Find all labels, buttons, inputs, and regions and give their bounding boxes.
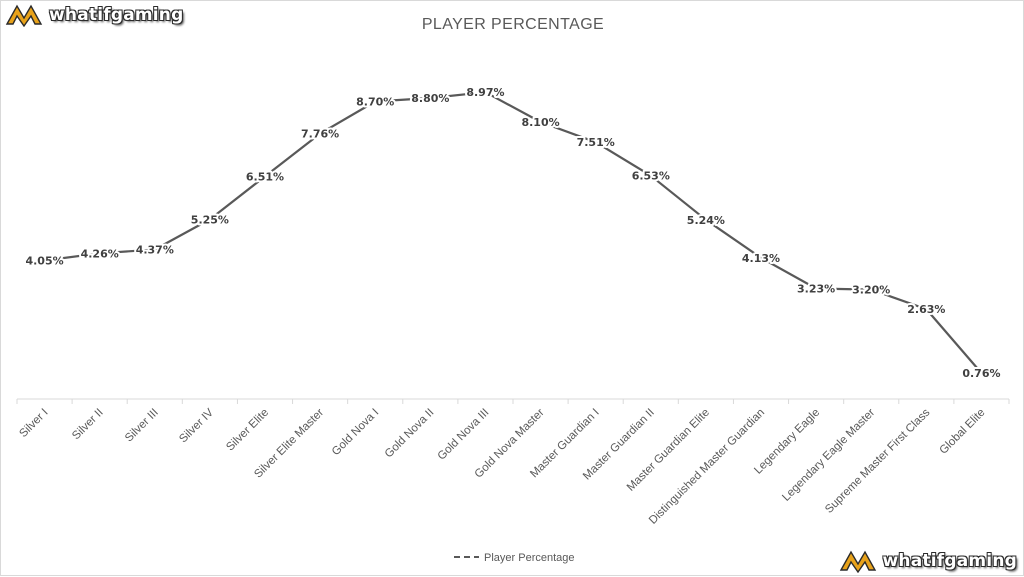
- data-label-halo: 5.25%: [191, 213, 229, 226]
- brand-logo-text: whatifgaming: [49, 5, 184, 25]
- data-label-halo: 8.10%: [521, 116, 559, 129]
- x-tick-label: Distinguished Master Guardian: [647, 407, 767, 527]
- x-tick-label: Global Elite: [937, 407, 987, 457]
- data-label: 4.05%: [25, 254, 63, 267]
- data-point: [98, 252, 101, 255]
- data-label-halo: 8.70%: [356, 95, 394, 108]
- data-label-halo: 6.51%: [246, 170, 284, 183]
- data-label-halo: 3.20%: [852, 284, 890, 297]
- x-tick-label: Supreme Master First Class: [823, 406, 932, 515]
- data-label: 2.63%: [907, 303, 945, 316]
- tick-label-layer: Silver I Silver II Silver III Silver IV Silv…: [17, 406, 987, 526]
- data-point: [814, 287, 818, 290]
- chart-title: PLAYER PERCENTAGE: [422, 16, 604, 33]
- data-label: 3.20%: [852, 284, 890, 297]
- data-point: [484, 91, 487, 94]
- x-tick-label: Gold Nova I: [330, 407, 381, 458]
- data-label-halo: 5.24%: [687, 214, 725, 227]
- data-label-halo: 4.05%: [25, 254, 63, 267]
- data-point: [980, 371, 983, 375]
- data-label: 6.53%: [632, 170, 670, 183]
- data-point: [704, 218, 708, 221]
- data-label: 8.10%: [521, 116, 559, 129]
- data-label: 0.76%: [962, 367, 1000, 380]
- brand-logo-text: whatifgaming: [882, 551, 1017, 571]
- data-point: [429, 96, 432, 100]
- x-axis: [16, 398, 1010, 404]
- data-label: 4.37%: [136, 244, 174, 257]
- data-point: [153, 248, 156, 251]
- x-tick-label: Silver I: [17, 407, 50, 440]
- data-label: 8.70%: [356, 95, 394, 108]
- series-line-player-percentage: [44, 91, 983, 374]
- data-point: [649, 174, 652, 177]
- brand-mark-icon: [5, 4, 43, 27]
- data-label: 4.26%: [81, 247, 119, 260]
- data-label: 5.25%: [191, 213, 229, 226]
- x-tick-label: Silver III: [123, 407, 161, 445]
- data-label: 3.23%: [797, 283, 835, 296]
- series-line-layer: [44, 91, 983, 374]
- data-point: [263, 175, 267, 178]
- data-point: [870, 288, 873, 291]
- x-tick-label: Legendary Eagle Master: [780, 407, 877, 504]
- data-label-halo: 7.51%: [577, 136, 615, 149]
- data-label-halo: 0.76%: [962, 367, 1000, 380]
- data-point: [374, 100, 377, 103]
- x-tick-label: Silver II: [70, 407, 106, 443]
- data-label-layer: 4.05%4.05%4.26%4.26% 4.37%4.37%5.25%5.25%…: [23, 84, 1002, 382]
- data-label: 6.51%: [246, 170, 284, 183]
- data-label-halo: 8.97%: [466, 86, 504, 99]
- data-label-halo: 4.26%: [81, 247, 119, 260]
- data-point: [43, 259, 46, 262]
- data-label: 4.13%: [742, 252, 780, 265]
- data-label: 7.76%: [301, 128, 339, 141]
- data-label: 7.51%: [577, 136, 615, 149]
- point-layer: [43, 91, 983, 375]
- legend-entry-player-percentage: Player Percentage: [484, 552, 575, 564]
- data-point: [318, 132, 322, 135]
- data-label-halo: 7.76%: [301, 128, 339, 141]
- data-point: [759, 256, 763, 259]
- data-point: [594, 140, 597, 144]
- data-label: 8.80%: [411, 92, 449, 105]
- data-label: 5.24%: [687, 214, 725, 227]
- data-label: 8.97%: [466, 86, 504, 99]
- brand-mark-icon: [839, 550, 876, 573]
- data-label-halo: 3.23%: [797, 283, 835, 296]
- legend: Player Percentage: [454, 552, 575, 564]
- x-tick-label: Silver Elite: [224, 407, 271, 454]
- data-point: [208, 218, 212, 221]
- data-label-halo: 2.63%: [907, 303, 945, 316]
- data-label-halo: 4.13%: [742, 252, 780, 265]
- data-label-halo: 8.80%: [411, 92, 449, 105]
- x-tick-label: Silver IV: [177, 406, 216, 445]
- data-label-halo: 6.53%: [632, 170, 670, 183]
- brand-logo-top: whatifgaming: [5, 3, 183, 27]
- brand-logo-bottom: whatifgaming: [839, 549, 1017, 573]
- data-label-halo: 4.37%: [136, 244, 174, 257]
- data-point: [539, 120, 542, 124]
- x-tick-label: Gold Nova III: [436, 407, 492, 463]
- data-point: [925, 307, 928, 311]
- x-tick-label: Gold Nova II: [383, 407, 437, 461]
